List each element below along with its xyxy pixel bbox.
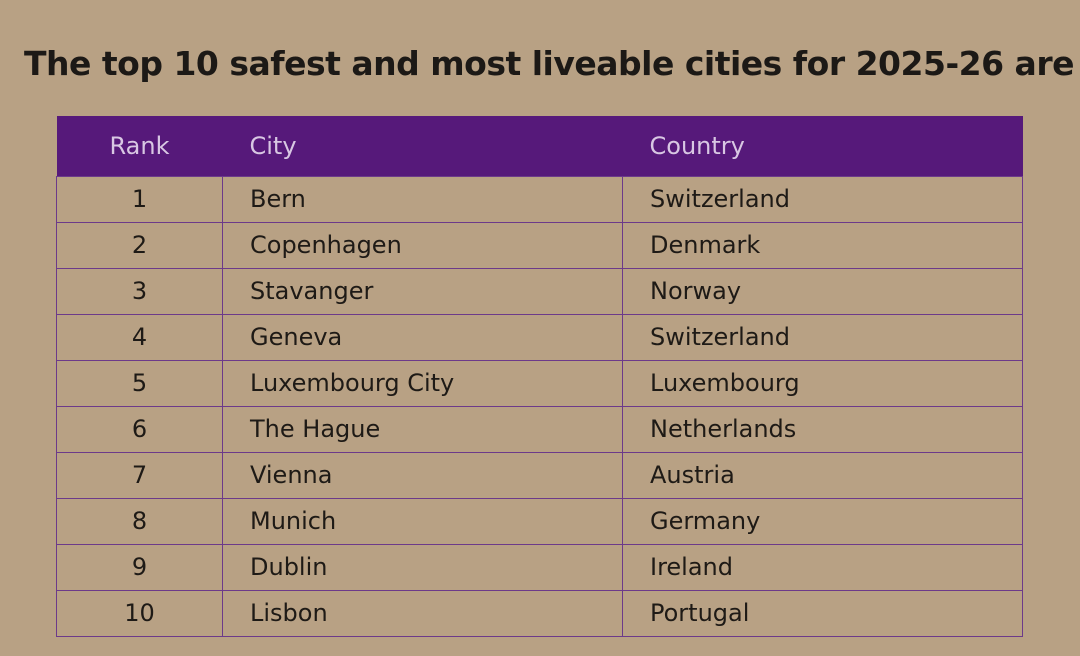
country-cell: Germany <box>622 497 1023 545</box>
city-cell: Geneva <box>222 313 623 361</box>
table-row: 5 Luxembourg City Luxembourg <box>56 359 1023 407</box>
header-country: Country <box>649 131 745 160</box>
country-cell: Denmark <box>622 221 1023 269</box>
table-row: 6 The Hague Netherlands <box>56 405 1023 453</box>
rank-cell: 7 <box>56 451 223 499</box>
city-cell: Copenhagen <box>222 221 623 269</box>
header-row: Rank City Country <box>56 116 1023 176</box>
country-cell: Portugal <box>622 589 1023 637</box>
city-cell: The Hague <box>222 405 623 453</box>
city-cell: Dublin <box>222 543 623 591</box>
table-row: 2 Copenhagen Denmark <box>56 221 1023 269</box>
city-cell: Luxembourg City <box>222 359 623 407</box>
page-title: The top 10 safest and most liveable citi… <box>24 44 1074 83</box>
table-row: 4 Geneva Switzerland <box>56 313 1023 361</box>
rank-cell: 2 <box>56 221 223 269</box>
table-row: 3 Stavanger Norway <box>56 267 1023 315</box>
table-row: 1 Bern Switzerland <box>56 175 1023 223</box>
city-cell: Munich <box>222 497 623 545</box>
header-city: City <box>249 131 297 160</box>
city-cell: Vienna <box>222 451 623 499</box>
table-row: 10 Lisbon Portugal <box>56 589 1023 637</box>
country-cell: Ireland <box>622 543 1023 591</box>
rank-cell: 8 <box>56 497 223 545</box>
country-cell: Switzerland <box>622 175 1023 223</box>
rank-cell: 1 <box>56 175 223 223</box>
country-cell: Switzerland <box>622 313 1023 361</box>
table-row: 7 Vienna Austria <box>56 451 1023 499</box>
country-cell: Luxembourg <box>622 359 1023 407</box>
rank-cell: 5 <box>56 359 223 407</box>
rank-cell: 3 <box>56 267 223 315</box>
city-cell: Stavanger <box>222 267 623 315</box>
country-cell: Norway <box>622 267 1023 315</box>
table-row: 9 Dublin Ireland <box>56 543 1023 591</box>
country-cell: Netherlands <box>622 405 1023 453</box>
rank-cell: 10 <box>56 589 223 637</box>
header-rank: Rank <box>109 131 170 160</box>
rank-cell: 9 <box>56 543 223 591</box>
city-cell: Bern <box>222 175 623 223</box>
table-row: 8 Munich Germany <box>56 497 1023 545</box>
rankings-table: Rank City Country 1 Bern Switzerland 2 C… <box>56 116 1023 637</box>
rank-cell: 4 <box>56 313 223 361</box>
city-cell: Lisbon <box>222 589 623 637</box>
country-cell: Austria <box>622 451 1023 499</box>
table-body: 1 Bern Switzerland 2 Copenhagen Denmark … <box>56 175 1023 637</box>
rank-cell: 6 <box>56 405 223 453</box>
table-header: Rank City Country <box>56 116 1023 176</box>
